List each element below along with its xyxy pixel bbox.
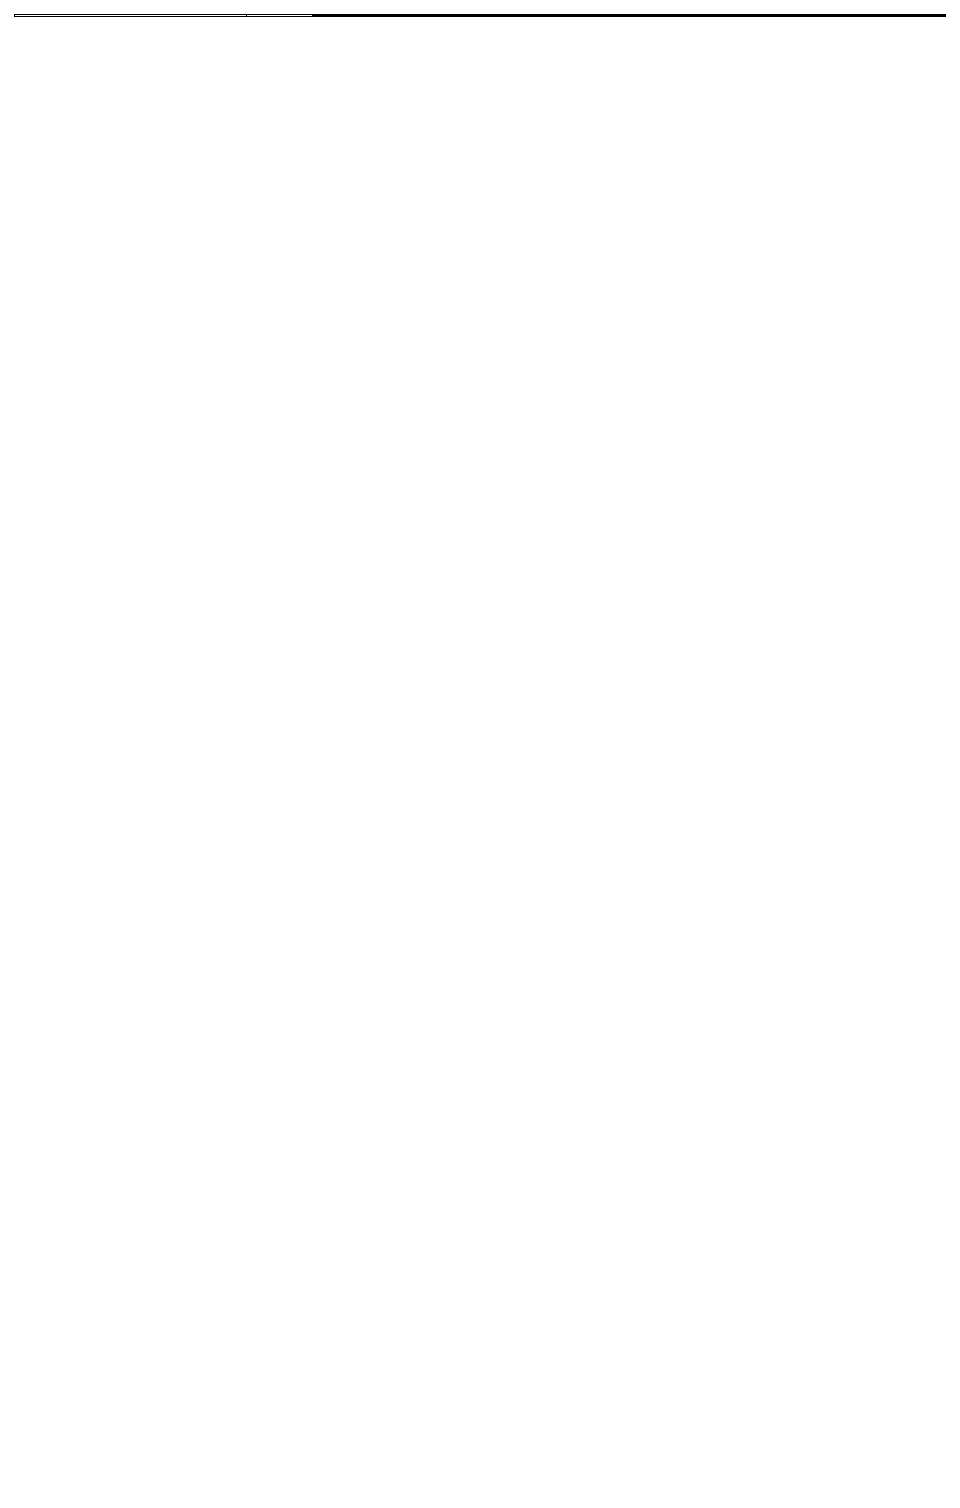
hdr-year-1 — [418, 16, 524, 17]
hdr-year-4 — [734, 16, 840, 17]
price-table — [14, 14, 946, 17]
hdr-name — [15, 15, 247, 17]
table-header — [15, 15, 946, 17]
hdr-unit — [247, 15, 312, 17]
hdr-year-5 — [840, 16, 946, 17]
page — [0, 0, 960, 1508]
hdr-year-2 — [523, 16, 629, 17]
hdr-year-3 — [629, 16, 735, 17]
hdr-year-0 — [312, 16, 418, 17]
